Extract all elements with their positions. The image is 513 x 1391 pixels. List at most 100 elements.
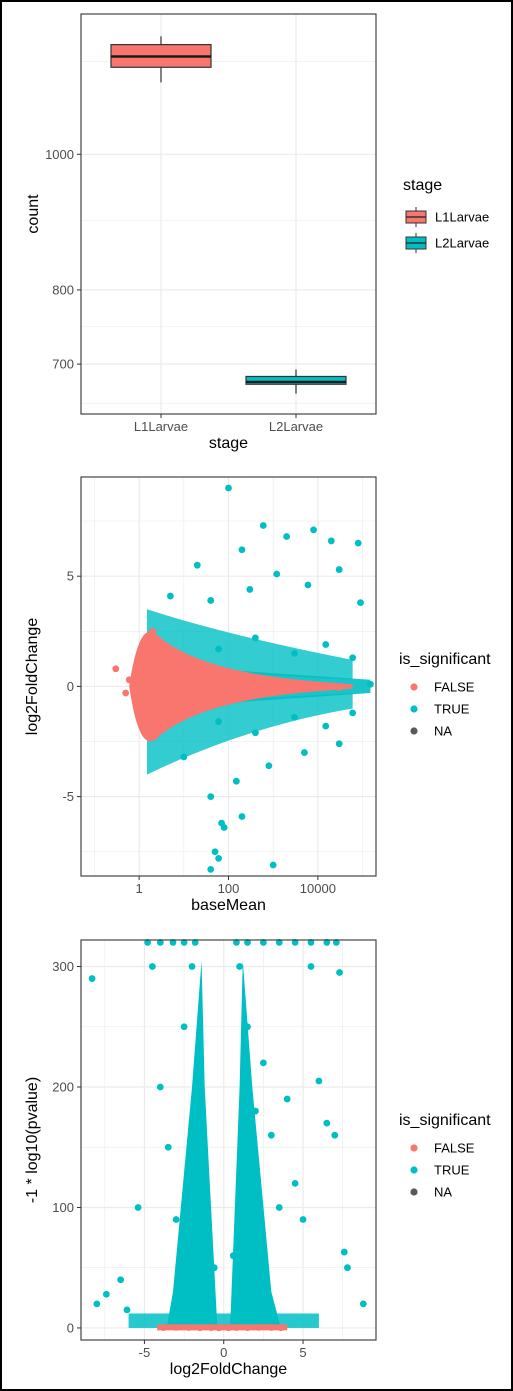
point-false xyxy=(135,669,143,677)
point-false xyxy=(135,694,143,701)
legend-key-na xyxy=(410,727,418,735)
y-tick-label: 0 xyxy=(67,1320,74,1335)
point-false xyxy=(277,681,285,689)
point-true xyxy=(267,1131,275,1139)
point-true xyxy=(246,586,254,593)
y-axis-title: log2FoldChange xyxy=(24,618,41,736)
legend-label-true: TRUE xyxy=(434,1163,470,1178)
y-tick-label: 5 xyxy=(67,569,74,584)
point-true xyxy=(307,963,315,970)
point-false xyxy=(143,643,151,651)
point-true xyxy=(367,680,374,688)
point-true xyxy=(265,762,273,770)
panel-border xyxy=(80,939,377,1341)
x-axis-title: stage xyxy=(209,435,248,452)
point-true xyxy=(323,1119,331,1127)
point-false xyxy=(172,1323,180,1331)
point-true xyxy=(102,1290,110,1298)
point-true xyxy=(236,963,244,970)
point-true xyxy=(259,522,267,529)
point-true xyxy=(238,813,246,820)
y-tick-label: 700 xyxy=(52,357,74,372)
point-false xyxy=(188,676,196,684)
point-true xyxy=(273,570,281,578)
point-true xyxy=(322,641,330,648)
legend-key-na xyxy=(410,1188,418,1196)
point-true xyxy=(291,1179,299,1187)
point-false xyxy=(252,685,259,693)
x-tick-label: 0 xyxy=(220,1345,227,1360)
point-false xyxy=(149,733,156,741)
legend-label-true: TRUE xyxy=(434,702,470,717)
point-true xyxy=(359,1300,367,1308)
y-tick-label: 1000 xyxy=(45,147,74,162)
x-tick-label: 10000 xyxy=(300,881,336,896)
x-tick-label: 5 xyxy=(299,1345,306,1360)
point-true xyxy=(335,566,343,573)
legend-label-l2larvae: L2Larvae xyxy=(435,236,489,251)
point-false xyxy=(188,691,196,699)
point-true xyxy=(215,645,222,653)
point-true xyxy=(340,1248,348,1256)
point-true xyxy=(180,753,188,761)
point-true xyxy=(299,1216,307,1223)
point-true xyxy=(275,1204,283,1211)
point-true xyxy=(310,526,317,534)
point-false xyxy=(196,1324,204,1332)
point-true xyxy=(172,1216,180,1223)
legend-label-false: FALSE xyxy=(434,680,475,695)
point-true xyxy=(232,777,240,785)
point-true xyxy=(252,1107,259,1115)
y-tick-label: 0 xyxy=(67,679,74,694)
point-true xyxy=(307,939,315,946)
point-true xyxy=(148,963,156,970)
point-true xyxy=(88,975,96,982)
y-tick-label: 200 xyxy=(52,1079,74,1094)
point-true xyxy=(193,561,201,569)
chart-boxplot: 700 800 1000 L1Larvae L2Larvae stage count stag… xyxy=(25,13,489,452)
y-axis-title: count xyxy=(25,194,42,234)
point-false xyxy=(176,671,183,679)
point-true xyxy=(252,729,259,737)
point-true xyxy=(211,848,219,856)
point-false xyxy=(215,1324,223,1332)
point-true xyxy=(322,722,330,730)
point-true xyxy=(244,1023,251,1031)
point-true xyxy=(188,963,196,970)
legend-title: is_significant xyxy=(399,1112,491,1129)
y-tick-label: 300 xyxy=(52,959,74,974)
ma-nonsignificant-cloud xyxy=(129,631,353,742)
point-true xyxy=(301,749,308,756)
point-false xyxy=(157,656,164,664)
point-false xyxy=(267,1324,275,1331)
point-true xyxy=(357,599,364,607)
point-true xyxy=(252,634,259,642)
point-true xyxy=(332,939,340,946)
point-true xyxy=(269,861,277,869)
point-true xyxy=(283,1095,291,1103)
point-true xyxy=(117,1276,125,1284)
legend-key-false xyxy=(410,1144,418,1152)
point-false xyxy=(207,680,215,688)
point-true xyxy=(225,484,232,492)
point-false xyxy=(112,665,120,673)
point-false xyxy=(207,687,215,695)
point-true xyxy=(259,939,267,946)
y-tick-label: -5 xyxy=(62,789,74,804)
y-tick-label: 800 xyxy=(52,282,74,297)
point-false xyxy=(225,1324,232,1332)
point-true xyxy=(180,1023,188,1031)
point-true xyxy=(215,854,222,862)
point-false xyxy=(149,627,156,635)
point-true xyxy=(315,1077,323,1085)
volcano-left-arm xyxy=(166,960,218,1328)
point-true xyxy=(336,969,343,976)
point-false xyxy=(207,1324,215,1331)
point-true xyxy=(291,713,298,721)
point-true xyxy=(327,537,335,545)
point-true xyxy=(207,793,215,801)
point-false xyxy=(122,689,130,697)
point-false xyxy=(304,680,312,688)
point-false xyxy=(160,1324,167,1331)
